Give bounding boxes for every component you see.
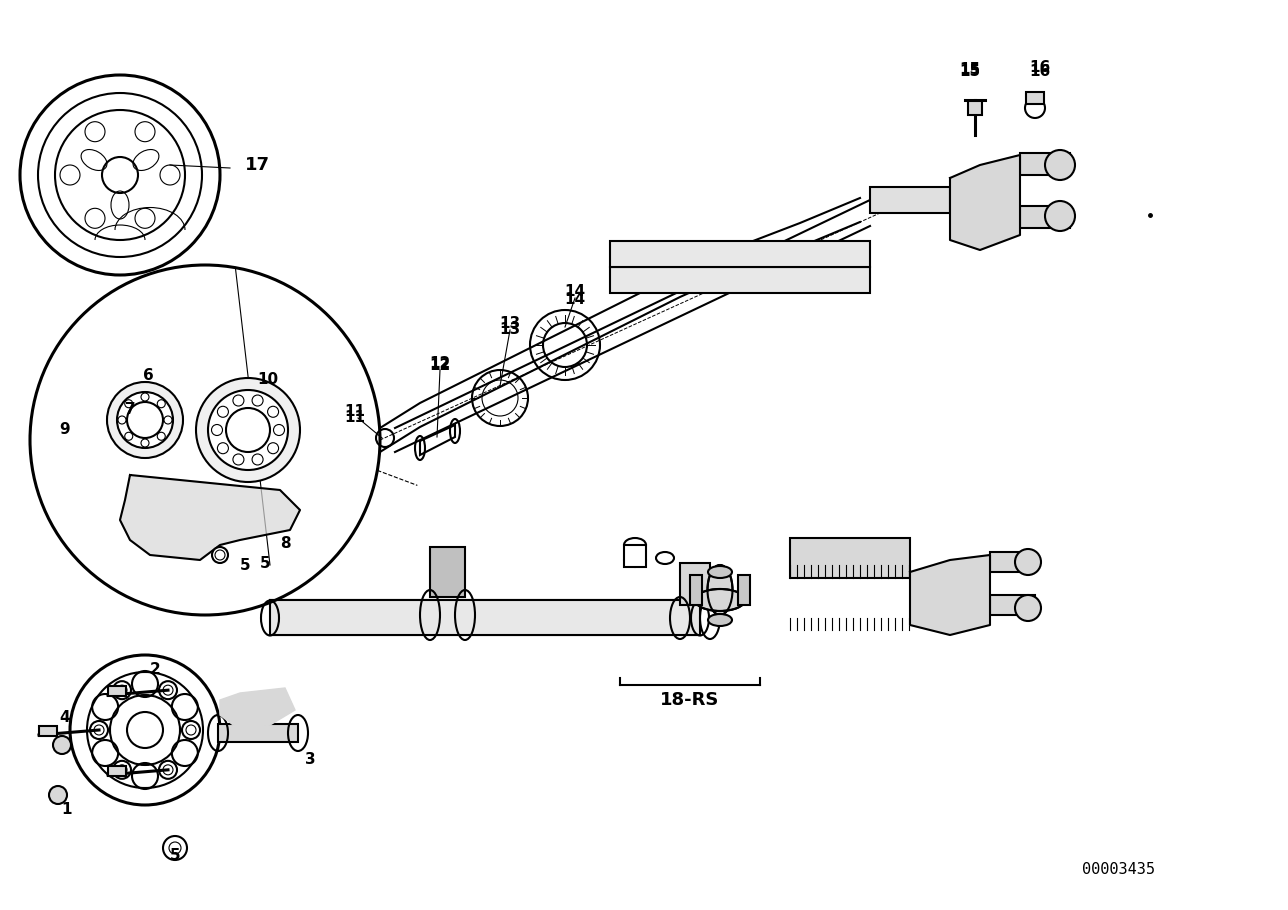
- Bar: [270, 600, 699, 635]
- Ellipse shape: [623, 553, 647, 567]
- Ellipse shape: [707, 565, 733, 615]
- Bar: [990, 595, 1036, 615]
- Bar: [1020, 153, 1070, 175]
- Bar: [990, 552, 1036, 572]
- Circle shape: [1045, 201, 1075, 231]
- Text: 16: 16: [1029, 60, 1051, 76]
- Text: 14: 14: [564, 285, 586, 299]
- Bar: [1020, 206, 1070, 228]
- Bar: [108, 686, 126, 696]
- Text: 1: 1: [62, 803, 72, 817]
- Ellipse shape: [708, 566, 732, 578]
- Circle shape: [207, 390, 289, 470]
- Bar: [108, 766, 126, 776]
- Circle shape: [107, 382, 183, 458]
- Text: 17: 17: [245, 156, 270, 174]
- Text: 2: 2: [149, 662, 161, 678]
- Text: 00003435: 00003435: [1082, 863, 1155, 877]
- Circle shape: [1015, 595, 1041, 621]
- Text: 11: 11: [344, 405, 366, 420]
- Bar: [790, 538, 911, 578]
- Circle shape: [53, 736, 71, 754]
- Bar: [611, 241, 869, 267]
- Polygon shape: [220, 688, 295, 730]
- Circle shape: [1015, 549, 1041, 575]
- Circle shape: [49, 786, 67, 804]
- Circle shape: [117, 392, 173, 448]
- Text: 7: 7: [125, 402, 135, 418]
- Bar: [738, 575, 750, 605]
- Ellipse shape: [623, 538, 647, 552]
- Text: 12: 12: [429, 358, 451, 372]
- Text: 14: 14: [564, 292, 586, 308]
- Polygon shape: [951, 155, 1020, 250]
- Text: 11: 11: [344, 410, 366, 426]
- Bar: [680, 563, 710, 605]
- Text: 10: 10: [258, 372, 278, 388]
- Text: 18-RS: 18-RS: [661, 691, 720, 709]
- Text: 13: 13: [500, 322, 520, 338]
- Ellipse shape: [696, 589, 744, 611]
- Bar: [623, 545, 647, 567]
- Circle shape: [213, 547, 228, 563]
- Text: 16: 16: [1029, 65, 1051, 79]
- Text: 15: 15: [960, 63, 980, 77]
- Text: 8: 8: [279, 535, 290, 551]
- Bar: [611, 267, 869, 293]
- Text: 5: 5: [240, 558, 250, 572]
- Bar: [869, 187, 951, 213]
- Bar: [690, 575, 702, 605]
- Text: 15: 15: [960, 65, 980, 79]
- Ellipse shape: [708, 614, 732, 626]
- Text: 5: 5: [170, 847, 180, 863]
- Text: 5: 5: [260, 555, 270, 571]
- Bar: [218, 724, 298, 742]
- Text: 3: 3: [305, 753, 316, 767]
- Polygon shape: [120, 475, 300, 560]
- Text: 4: 4: [59, 711, 71, 725]
- Text: 9: 9: [59, 422, 71, 438]
- Bar: [1027, 92, 1045, 104]
- Ellipse shape: [656, 552, 674, 564]
- Text: 12: 12: [429, 356, 451, 370]
- Circle shape: [196, 378, 300, 482]
- Text: 6: 6: [143, 368, 153, 382]
- Text: 13: 13: [500, 316, 520, 330]
- Polygon shape: [911, 555, 990, 635]
- Bar: [969, 101, 981, 115]
- Bar: [430, 547, 465, 597]
- Circle shape: [1045, 150, 1075, 180]
- Bar: [39, 726, 57, 736]
